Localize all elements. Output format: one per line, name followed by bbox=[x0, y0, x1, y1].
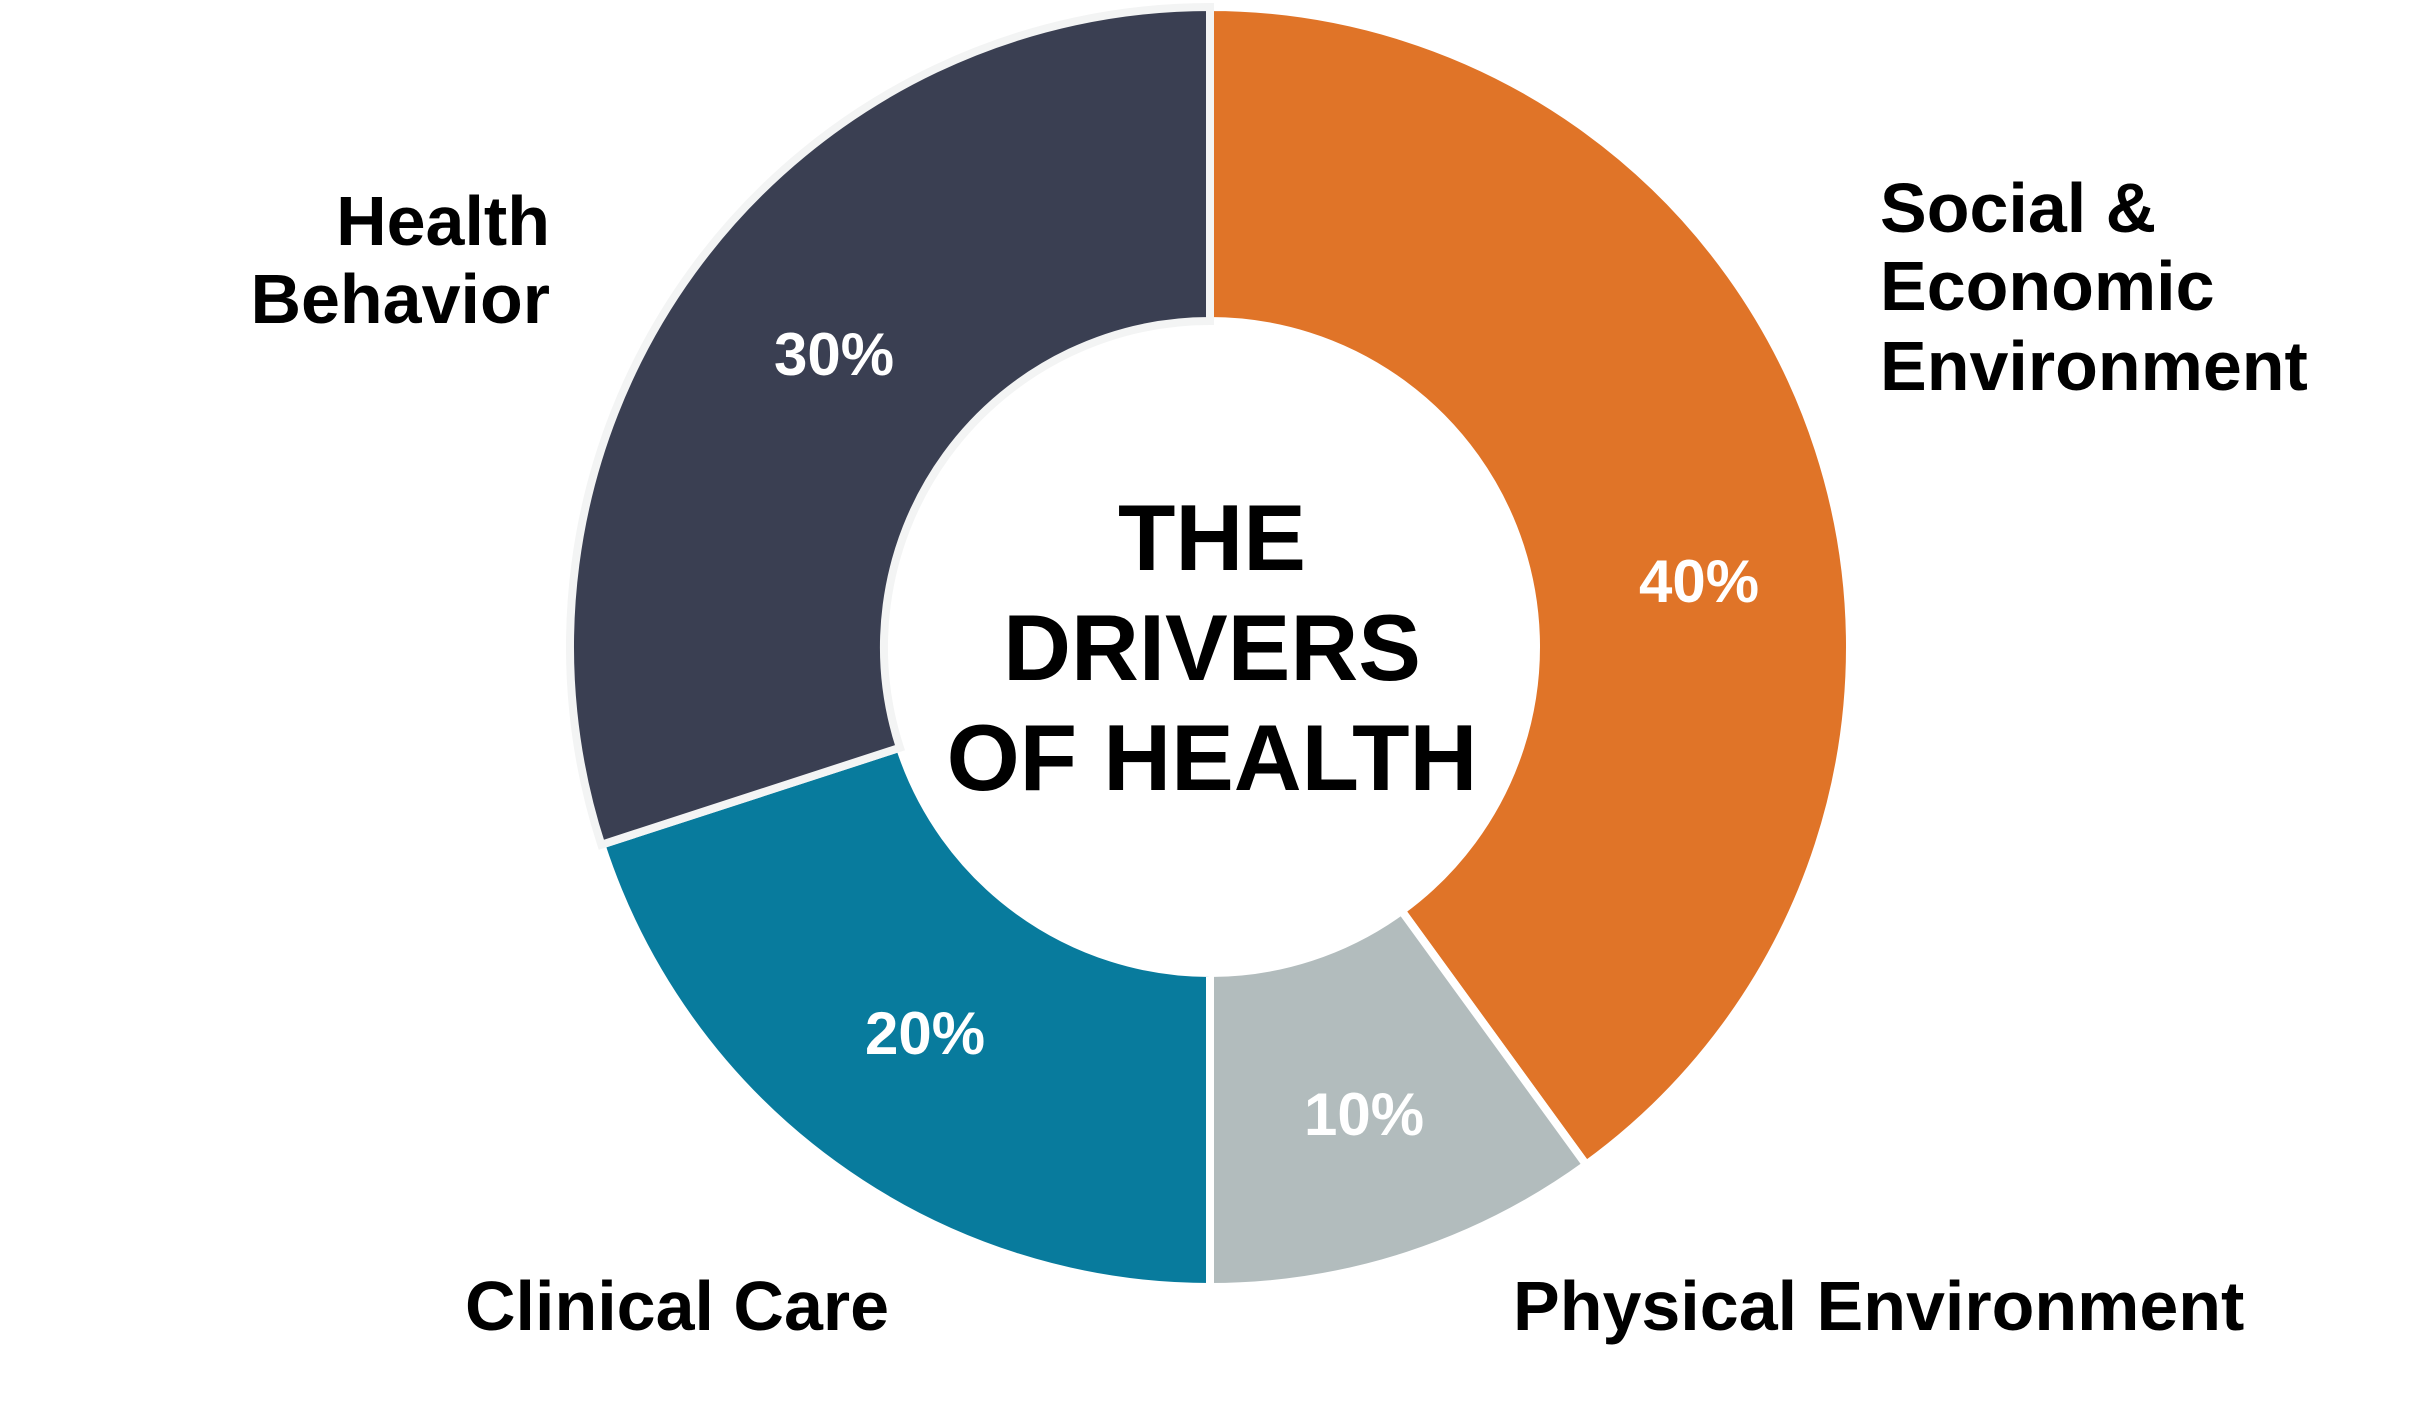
category-label-line: Behavior bbox=[250, 260, 550, 338]
category-label-line: Economic bbox=[1880, 247, 2215, 325]
donut-slice-clinical-care bbox=[596, 742, 1214, 1292]
value-label-social-economic: 40% bbox=[1639, 548, 1759, 615]
value-label-clinical-care: 20% bbox=[865, 1000, 985, 1067]
value-label-health-behavior: 30% bbox=[774, 321, 894, 388]
donut-slice-health-behavior bbox=[566, 2, 1214, 850]
center-title: THE DRIVERS OF HEALTH bbox=[947, 485, 1478, 810]
center-title-line-2: DRIVERS bbox=[1003, 595, 1421, 700]
category-label-line: Health bbox=[336, 182, 550, 260]
donut-slice-physical-environment bbox=[1206, 905, 1592, 1292]
donut-slice-social-economic bbox=[1206, 2, 1854, 1171]
center-title-line-1: THE bbox=[1118, 485, 1306, 590]
value-label-physical-environment: 10% bbox=[1304, 1081, 1424, 1148]
category-label-physical-environment: Physical Environment bbox=[1513, 1267, 2244, 1345]
category-label-clinical-care: Clinical Care bbox=[465, 1267, 889, 1345]
donut-slices bbox=[566, 2, 1854, 1292]
category-label-social-economic: Social & Economic Environment bbox=[1880, 169, 2308, 405]
center-title-line-3: OF HEALTH bbox=[947, 705, 1478, 810]
category-label-line: Social & bbox=[1880, 169, 2156, 247]
category-label-health-behavior: Health Behavior bbox=[250, 182, 550, 338]
category-label-line: Environment bbox=[1880, 327, 2308, 405]
